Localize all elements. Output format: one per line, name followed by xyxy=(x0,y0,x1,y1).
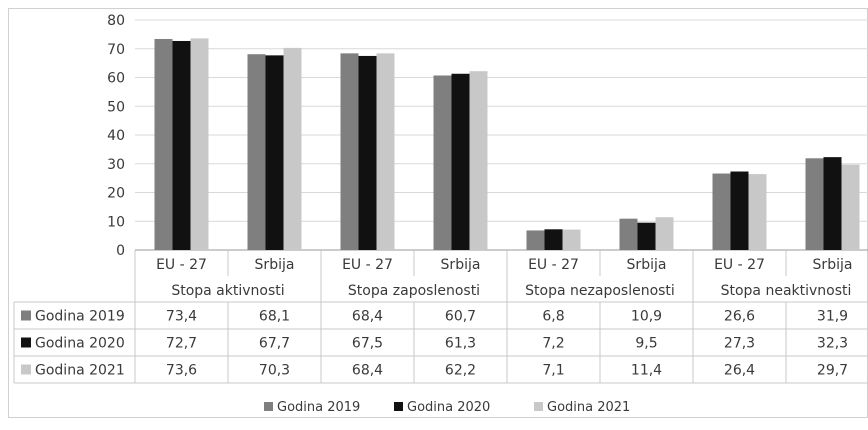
bar xyxy=(655,217,674,250)
bar xyxy=(283,47,302,251)
x-tick-label: Srbija xyxy=(255,257,295,273)
bar xyxy=(451,73,470,250)
table-series-name: Godina 2020 xyxy=(35,336,125,352)
x-tick-label: EU - 27 xyxy=(528,257,579,273)
y-tick-label: 30 xyxy=(107,157,125,173)
bar xyxy=(730,171,749,250)
data-label: 73,6 xyxy=(166,363,197,379)
legend-key xyxy=(394,402,403,411)
bar xyxy=(247,54,266,251)
bar xyxy=(526,230,545,250)
group-label: Stopa neaktivnosti xyxy=(721,283,852,299)
data-label: 68,1 xyxy=(259,309,290,325)
data-label: 62,2 xyxy=(445,363,476,379)
x-tick-label: EU - 27 xyxy=(714,257,765,273)
data-label: 32,3 xyxy=(817,336,848,352)
data-label: 6,8 xyxy=(542,309,564,325)
data-label: 67,7 xyxy=(259,336,290,352)
data-label: 11,4 xyxy=(631,363,662,379)
legend-label: Godina 2020 xyxy=(407,400,490,415)
data-label: 27,3 xyxy=(724,336,755,352)
table-legend-key xyxy=(21,310,31,321)
bar xyxy=(376,53,395,250)
bar xyxy=(805,158,824,250)
data-label: 73,4 xyxy=(166,309,197,325)
data-label: 26,6 xyxy=(724,309,755,325)
bar xyxy=(172,40,191,250)
y-tick-label: 80 xyxy=(107,13,125,29)
y-tick-label: 20 xyxy=(107,186,125,202)
table-series-name: Godina 2019 xyxy=(35,309,125,325)
group-label: Stopa nezaposlenosti xyxy=(525,283,675,299)
bar xyxy=(433,75,452,250)
data-label: 60,7 xyxy=(445,309,476,325)
bar xyxy=(748,174,767,250)
x-tick-label: Srbija xyxy=(441,257,481,273)
data-label: 31,9 xyxy=(817,309,848,325)
y-tick-label: 50 xyxy=(107,99,125,115)
x-tick-label: Srbija xyxy=(627,257,667,273)
table-series-name: Godina 2021 xyxy=(35,363,125,379)
legend-key xyxy=(264,402,273,411)
x-tick-label: Srbija xyxy=(813,257,853,273)
data-label: 72,7 xyxy=(166,336,197,352)
table-legend-key xyxy=(21,364,31,375)
bar xyxy=(154,38,173,250)
bar xyxy=(841,164,860,250)
x-tick-label: EU - 27 xyxy=(342,257,393,273)
bar xyxy=(823,157,842,250)
bar xyxy=(190,38,209,251)
y-tick-label: 70 xyxy=(107,42,125,58)
y-tick-label: 40 xyxy=(107,128,125,144)
data-label: 29,7 xyxy=(817,363,848,379)
bar xyxy=(265,55,284,250)
y-tick-label: 10 xyxy=(107,214,125,230)
table-legend-key xyxy=(21,337,31,348)
data-label: 70,3 xyxy=(259,363,290,379)
y-tick-label: 60 xyxy=(107,71,125,87)
legend-label: Godina 2021 xyxy=(547,400,630,415)
bar xyxy=(469,71,488,250)
data-label: 9,5 xyxy=(635,336,657,352)
bar xyxy=(340,53,359,250)
bar xyxy=(619,218,638,250)
bar xyxy=(637,222,656,250)
bar xyxy=(562,229,581,250)
bar xyxy=(358,55,377,250)
legend-key xyxy=(534,402,543,411)
bar xyxy=(544,229,563,250)
data-label: 7,1 xyxy=(542,363,564,379)
data-label: 7,2 xyxy=(542,336,564,352)
y-tick-label: 0 xyxy=(116,243,125,259)
bar xyxy=(712,173,731,250)
data-label: 67,5 xyxy=(352,336,383,352)
data-label: 10,9 xyxy=(631,309,662,325)
group-label: Stopa zaposlenosti xyxy=(348,283,480,299)
data-label: 68,4 xyxy=(352,363,383,379)
group-label: Stopa aktivnosti xyxy=(171,283,284,299)
data-label: 61,3 xyxy=(445,336,476,352)
data-label: 68,4 xyxy=(352,309,383,325)
legend-label: Godina 2019 xyxy=(277,400,360,415)
x-tick-label: EU - 27 xyxy=(156,257,207,273)
data-label: 26,4 xyxy=(724,363,755,379)
